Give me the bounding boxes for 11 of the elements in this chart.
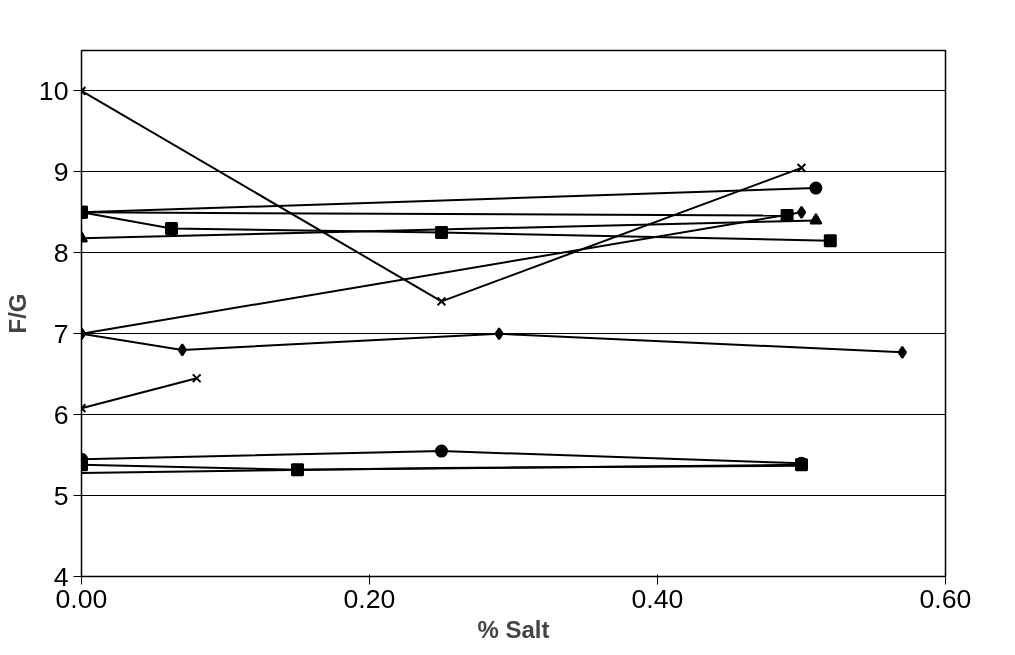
y-tick-label: 9 <box>53 156 69 187</box>
x-tick-label: 0.60 <box>919 583 972 614</box>
y-tick-label: 7 <box>53 318 69 349</box>
y-tick-label: 10 <box>38 75 69 106</box>
y-tick-label: 8 <box>53 237 69 268</box>
x-axis-title: % Salt <box>477 615 550 643</box>
x-tick-label: 0.40 <box>631 583 684 614</box>
y-tick-label: 5 <box>53 480 69 511</box>
y-axis-title: F/G <box>3 293 31 334</box>
y-tick-label: 6 <box>53 399 69 430</box>
x-tick-label: 0.20 <box>343 583 396 614</box>
